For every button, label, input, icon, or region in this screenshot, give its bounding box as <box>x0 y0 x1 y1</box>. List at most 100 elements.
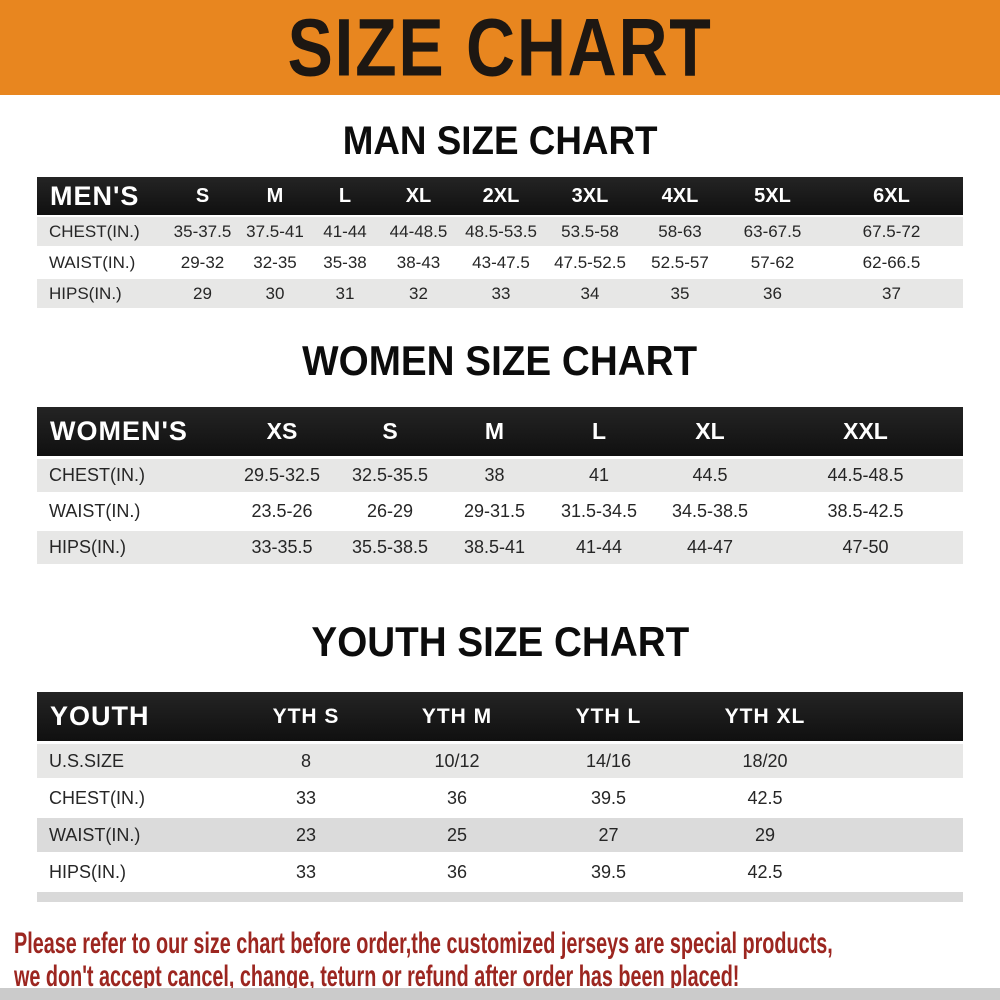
size-value-cell: 47-50 <box>768 531 963 564</box>
row-label: CHEST(IN.) <box>37 781 230 815</box>
size-value-cell: 38.5-42.5 <box>768 495 963 528</box>
size-value-cell: 52.5-57 <box>635 248 725 277</box>
size-value-cell: 23.5-26 <box>227 495 337 528</box>
size-value-cell: 43-47.5 <box>457 248 545 277</box>
footer-line-2: we don't accept cancel, change, teturn o… <box>14 960 740 993</box>
size-column-header: S <box>165 177 240 215</box>
size-column-header: YTH M <box>382 692 532 741</box>
row-label: WAIST(IN.) <box>37 495 227 528</box>
size-value-cell: 38 <box>443 459 546 492</box>
size-value-cell: 36 <box>382 855 532 889</box>
size-value-cell: 34.5-38.5 <box>652 495 768 528</box>
size-value-cell: 29.5-32.5 <box>227 459 337 492</box>
size-value-cell: 41-44 <box>546 531 652 564</box>
size-value-cell: 32-35 <box>240 248 310 277</box>
size-value-cell: 25 <box>382 818 532 852</box>
strip-cell <box>37 892 963 902</box>
women-hips-row: HIPS(IN.) 33-35.5 35.5-38.5 38.5-41 41-4… <box>37 531 963 564</box>
size-value-cell: 29 <box>685 818 845 852</box>
size-column-header: 2XL <box>457 177 545 215</box>
size-value-cell: 18/20 <box>685 744 845 778</box>
size-value-cell: 44-48.5 <box>380 217 457 246</box>
size-value-cell: 47.5-52.5 <box>545 248 635 277</box>
row-label: WAIST(IN.) <box>37 248 165 277</box>
youth-section-title-text: YOUTH SIZE CHART <box>311 618 689 665</box>
size-value-cell: 36 <box>725 279 820 308</box>
size-column-header: XXL <box>768 407 963 456</box>
men-section-title: MAN SIZE CHART <box>0 121 1000 161</box>
spacer-cell <box>845 818 963 852</box>
men-header-label: MEN'S <box>37 177 165 215</box>
men-header-row: MEN'S S M L XL 2XL 3XL 4XL 5XL 6XL <box>37 177 963 215</box>
size-value-cell: 39.5 <box>532 855 685 889</box>
size-value-cell: 32.5-35.5 <box>337 459 443 492</box>
size-value-cell: 35-38 <box>310 248 380 277</box>
size-value-cell: 14/16 <box>532 744 685 778</box>
size-value-cell: 62-66.5 <box>820 248 963 277</box>
size-value-cell: 29-32 <box>165 248 240 277</box>
men-chest-row: CHEST(IN.) 35-37.5 37.5-41 41-44 44-48.5… <box>37 217 963 246</box>
banner: SIZE CHART <box>0 0 1000 95</box>
size-value-cell: 35.5-38.5 <box>337 531 443 564</box>
women-header-row: WOMEN'S XS S M L XL XXL <box>37 407 963 456</box>
youth-size-table: YOUTH YTH S YTH M YTH L YTH XL U.S.SIZE … <box>37 689 963 905</box>
banner-title: SIZE CHART <box>287 1 713 93</box>
size-value-cell: 26-29 <box>337 495 443 528</box>
size-value-cell: 32 <box>380 279 457 308</box>
youth-chest-row: CHEST(IN.) 33 36 39.5 42.5 <box>37 781 963 815</box>
size-column-header: YTH S <box>230 692 382 741</box>
spacer-cell <box>845 692 963 741</box>
size-value-cell: 35 <box>635 279 725 308</box>
row-label: HIPS(IN.) <box>37 855 230 889</box>
size-column-header: L <box>310 177 380 215</box>
footer-note: Please refer to our size chart before or… <box>0 927 1000 993</box>
size-column-header: 5XL <box>725 177 820 215</box>
size-value-cell: 35-37.5 <box>165 217 240 246</box>
size-value-cell: 33 <box>457 279 545 308</box>
size-value-cell: 41 <box>546 459 652 492</box>
row-label: CHEST(IN.) <box>37 459 227 492</box>
size-value-cell: 31 <box>310 279 380 308</box>
size-value-cell: 8 <box>230 744 382 778</box>
women-chest-row: CHEST(IN.) 29.5-32.5 32.5-35.5 38 41 44.… <box>37 459 963 492</box>
size-value-cell: 41-44 <box>310 217 380 246</box>
size-column-header: 4XL <box>635 177 725 215</box>
size-value-cell: 36 <box>382 781 532 815</box>
spacer-cell <box>845 744 963 778</box>
size-value-cell: 10/12 <box>382 744 532 778</box>
youth-ussize-row: U.S.SIZE 8 10/12 14/16 18/20 <box>37 744 963 778</box>
size-value-cell: 42.5 <box>685 855 845 889</box>
size-value-cell: 33 <box>230 855 382 889</box>
men-size-table: MEN'S S M L XL 2XL 3XL 4XL 5XL 6XL CHEST… <box>37 175 963 310</box>
row-label: U.S.SIZE <box>37 744 230 778</box>
size-value-cell: 38-43 <box>380 248 457 277</box>
size-column-header: XL <box>380 177 457 215</box>
size-column-header: XS <box>227 407 337 456</box>
bottom-strip <box>0 988 1000 1000</box>
footer-line-1: Please refer to our size chart before or… <box>14 927 833 960</box>
women-size-table: WOMEN'S XS S M L XL XXL CHEST(IN.) 29.5-… <box>37 404 963 567</box>
size-column-header: M <box>443 407 546 456</box>
size-value-cell: 67.5-72 <box>820 217 963 246</box>
youth-table-footer-strip <box>37 892 963 902</box>
size-value-cell: 42.5 <box>685 781 845 815</box>
size-value-cell: 44.5 <box>652 459 768 492</box>
row-label: CHEST(IN.) <box>37 217 165 246</box>
size-value-cell: 27 <box>532 818 685 852</box>
size-value-cell: 57-62 <box>725 248 820 277</box>
row-label: WAIST(IN.) <box>37 818 230 852</box>
men-hips-row: HIPS(IN.) 29 30 31 32 33 34 35 36 37 <box>37 279 963 308</box>
size-value-cell: 39.5 <box>532 781 685 815</box>
size-value-cell: 30 <box>240 279 310 308</box>
size-value-cell: 58-63 <box>635 217 725 246</box>
size-value-cell: 34 <box>545 279 635 308</box>
row-label: HIPS(IN.) <box>37 279 165 308</box>
size-value-cell: 44-47 <box>652 531 768 564</box>
size-value-cell: 48.5-53.5 <box>457 217 545 246</box>
youth-section-title: YOUTH SIZE CHART <box>0 621 1000 663</box>
size-value-cell: 44.5-48.5 <box>768 459 963 492</box>
spacer-cell <box>845 781 963 815</box>
youth-waist-row: WAIST(IN.) 23 25 27 29 <box>37 818 963 852</box>
women-waist-row: WAIST(IN.) 23.5-26 26-29 29-31.5 31.5-34… <box>37 495 963 528</box>
